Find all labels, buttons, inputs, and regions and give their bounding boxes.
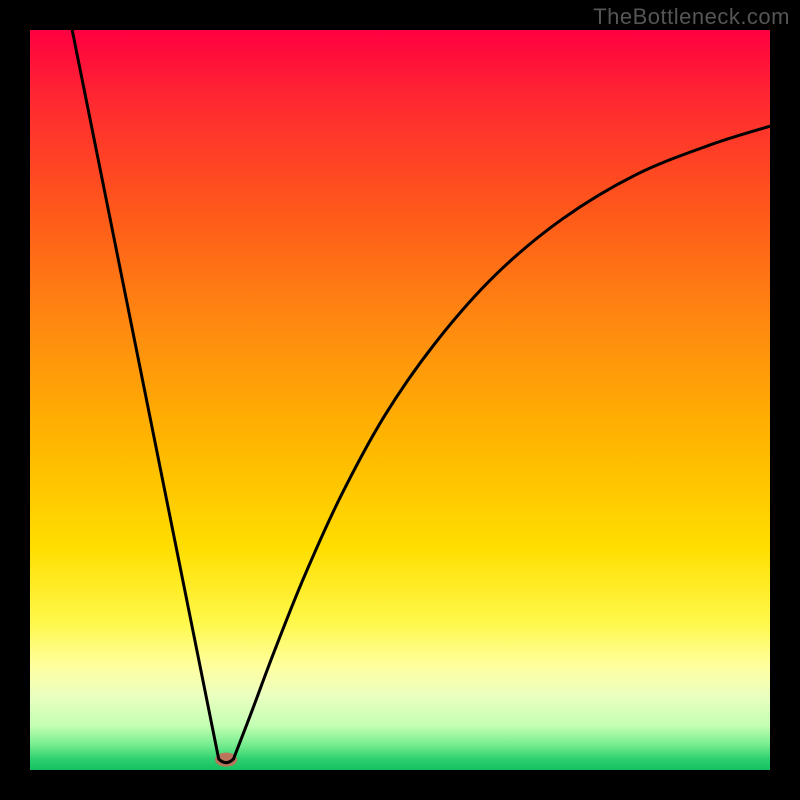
bottleneck-chart: TheBottleneck.com [0, 0, 800, 800]
chart-svg [0, 0, 800, 800]
watermark-text: TheBottleneck.com [593, 4, 790, 30]
